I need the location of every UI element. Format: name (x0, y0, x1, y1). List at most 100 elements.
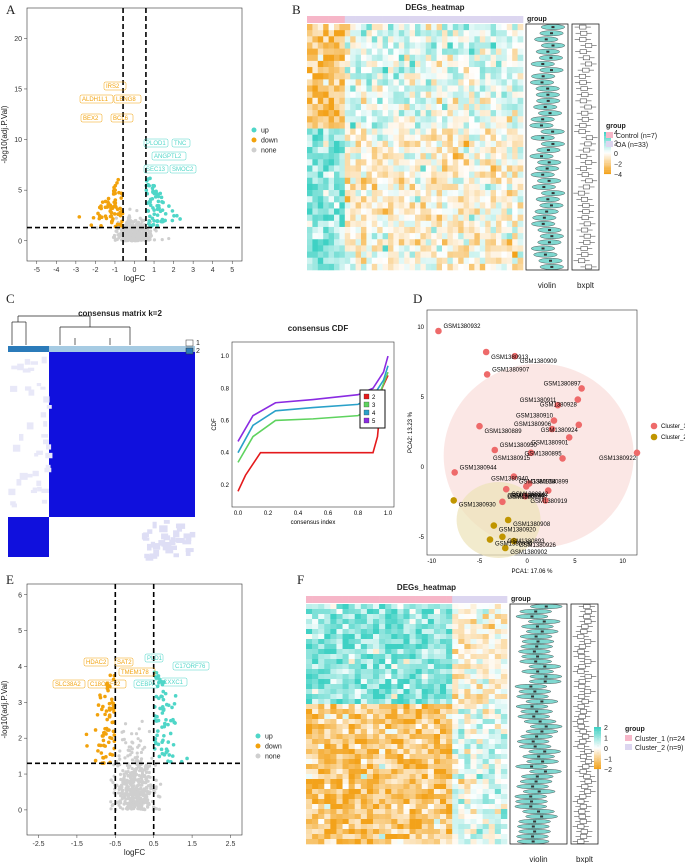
heatmap-cell (371, 24, 378, 31)
heatmap-cell (431, 73, 437, 80)
heatmap-cell (388, 245, 394, 252)
heatmap-cell (354, 834, 362, 840)
heatmap-cell (379, 609, 386, 615)
color-scale-step (594, 753, 601, 756)
heatmap-cell (354, 829, 362, 835)
heatmap-cell (469, 60, 475, 68)
gene-label-down: HDAC2 (86, 660, 107, 666)
heatmap-cell (403, 804, 410, 810)
heatmap-cell (476, 784, 483, 790)
point-none (118, 794, 123, 798)
point-down (106, 201, 111, 206)
heatmap-cell (360, 664, 368, 670)
heatmap-cell (328, 60, 335, 68)
heatmap-cell (342, 784, 349, 790)
heatmap-cell (421, 609, 429, 615)
heatmap-cell (330, 799, 337, 805)
heatmap-cell (452, 769, 459, 775)
heatmap-cell (330, 829, 337, 835)
heatmap-cell (382, 24, 389, 31)
point-none (129, 802, 133, 806)
heatmap-cell (476, 789, 483, 795)
heatmap-cell (323, 97, 329, 105)
heatmap-cell (342, 629, 349, 635)
heatmap-cell (328, 122, 335, 129)
heatmap-cell (500, 829, 508, 835)
heatmap-cell (318, 769, 325, 775)
heatmap-cell (366, 42, 373, 49)
heatmap-cell (382, 177, 389, 185)
heatmap-cell (446, 629, 453, 635)
heatmap-cell (361, 79, 367, 86)
heatmap-cell (344, 245, 351, 252)
heatmap-cell (440, 819, 447, 825)
heatmap-cell (420, 91, 427, 99)
heatmap-cell (377, 91, 383, 99)
heatmap-cell (458, 754, 465, 760)
heatmap-cell (409, 794, 416, 800)
point-up (160, 707, 164, 711)
point-up (148, 203, 153, 208)
matrix-noise (36, 480, 42, 486)
heatmap-cell (494, 679, 502, 685)
heatmap-cell (306, 779, 313, 785)
heatmap-cell (442, 85, 448, 92)
heatmap-cell (436, 196, 443, 203)
heatmap-cell (436, 67, 443, 74)
heatmap-cell (336, 799, 343, 805)
heatmap-cell (440, 804, 447, 810)
heatmap-cell (463, 220, 470, 228)
heatmap-cell (366, 839, 374, 845)
heatmap-cell (317, 153, 324, 160)
heatmap-cell (442, 196, 448, 203)
heatmap-cell (442, 263, 448, 271)
heatmap-cell (415, 639, 423, 645)
heatmap-cell (306, 684, 313, 690)
heatmap-cell (350, 214, 356, 222)
heatmap-cell (366, 245, 373, 252)
color-scale-step (604, 155, 611, 158)
group-bar-cell (476, 596, 483, 603)
heatmap-cell (355, 214, 362, 222)
heatmap-cell (373, 634, 380, 640)
matrix-noise (11, 503, 17, 508)
boxplot-box (578, 664, 586, 669)
heatmap-cell (324, 604, 331, 610)
color-scale-step (594, 736, 601, 739)
heatmap-cell (391, 834, 398, 840)
heatmap-cell (330, 659, 337, 665)
heatmap-cell (334, 208, 340, 215)
color-scale-step (604, 162, 611, 165)
heatmap-cell (470, 824, 477, 830)
heatmap-cell (377, 196, 383, 203)
heatmap-cell (361, 60, 367, 68)
gene-label-box (144, 653, 164, 663)
heatmap-cell (490, 122, 497, 129)
heatmap-cell (431, 103, 437, 111)
heatmap-cell (446, 684, 453, 690)
heatmap-cell (474, 196, 481, 203)
heatmap-cell (436, 183, 443, 191)
heatmap-cell (324, 784, 331, 790)
heatmap-cell (348, 629, 356, 635)
heatmap-cell (409, 202, 416, 209)
heatmap-cell (361, 171, 367, 179)
plot-frame (26, 7, 243, 262)
point-down (113, 204, 118, 209)
heatmap-cell (485, 116, 491, 123)
heatmap-cell (371, 140, 378, 148)
heatmap-cell (425, 24, 432, 31)
heatmap-cell (494, 624, 502, 630)
heatmap-cell (490, 190, 497, 197)
heatmap-cell (464, 824, 471, 830)
heatmap-cell (440, 784, 447, 790)
heatmap-cell (458, 819, 465, 825)
heatmap-cell (490, 239, 497, 246)
heatmap-cell (307, 140, 313, 148)
heatmap-cell (342, 829, 349, 835)
heatmap-cell (398, 110, 405, 117)
heatmap-cell (500, 779, 508, 785)
heatmap-cell (442, 91, 448, 99)
group-bar-cell (312, 16, 319, 23)
heatmap-cell (482, 814, 490, 820)
